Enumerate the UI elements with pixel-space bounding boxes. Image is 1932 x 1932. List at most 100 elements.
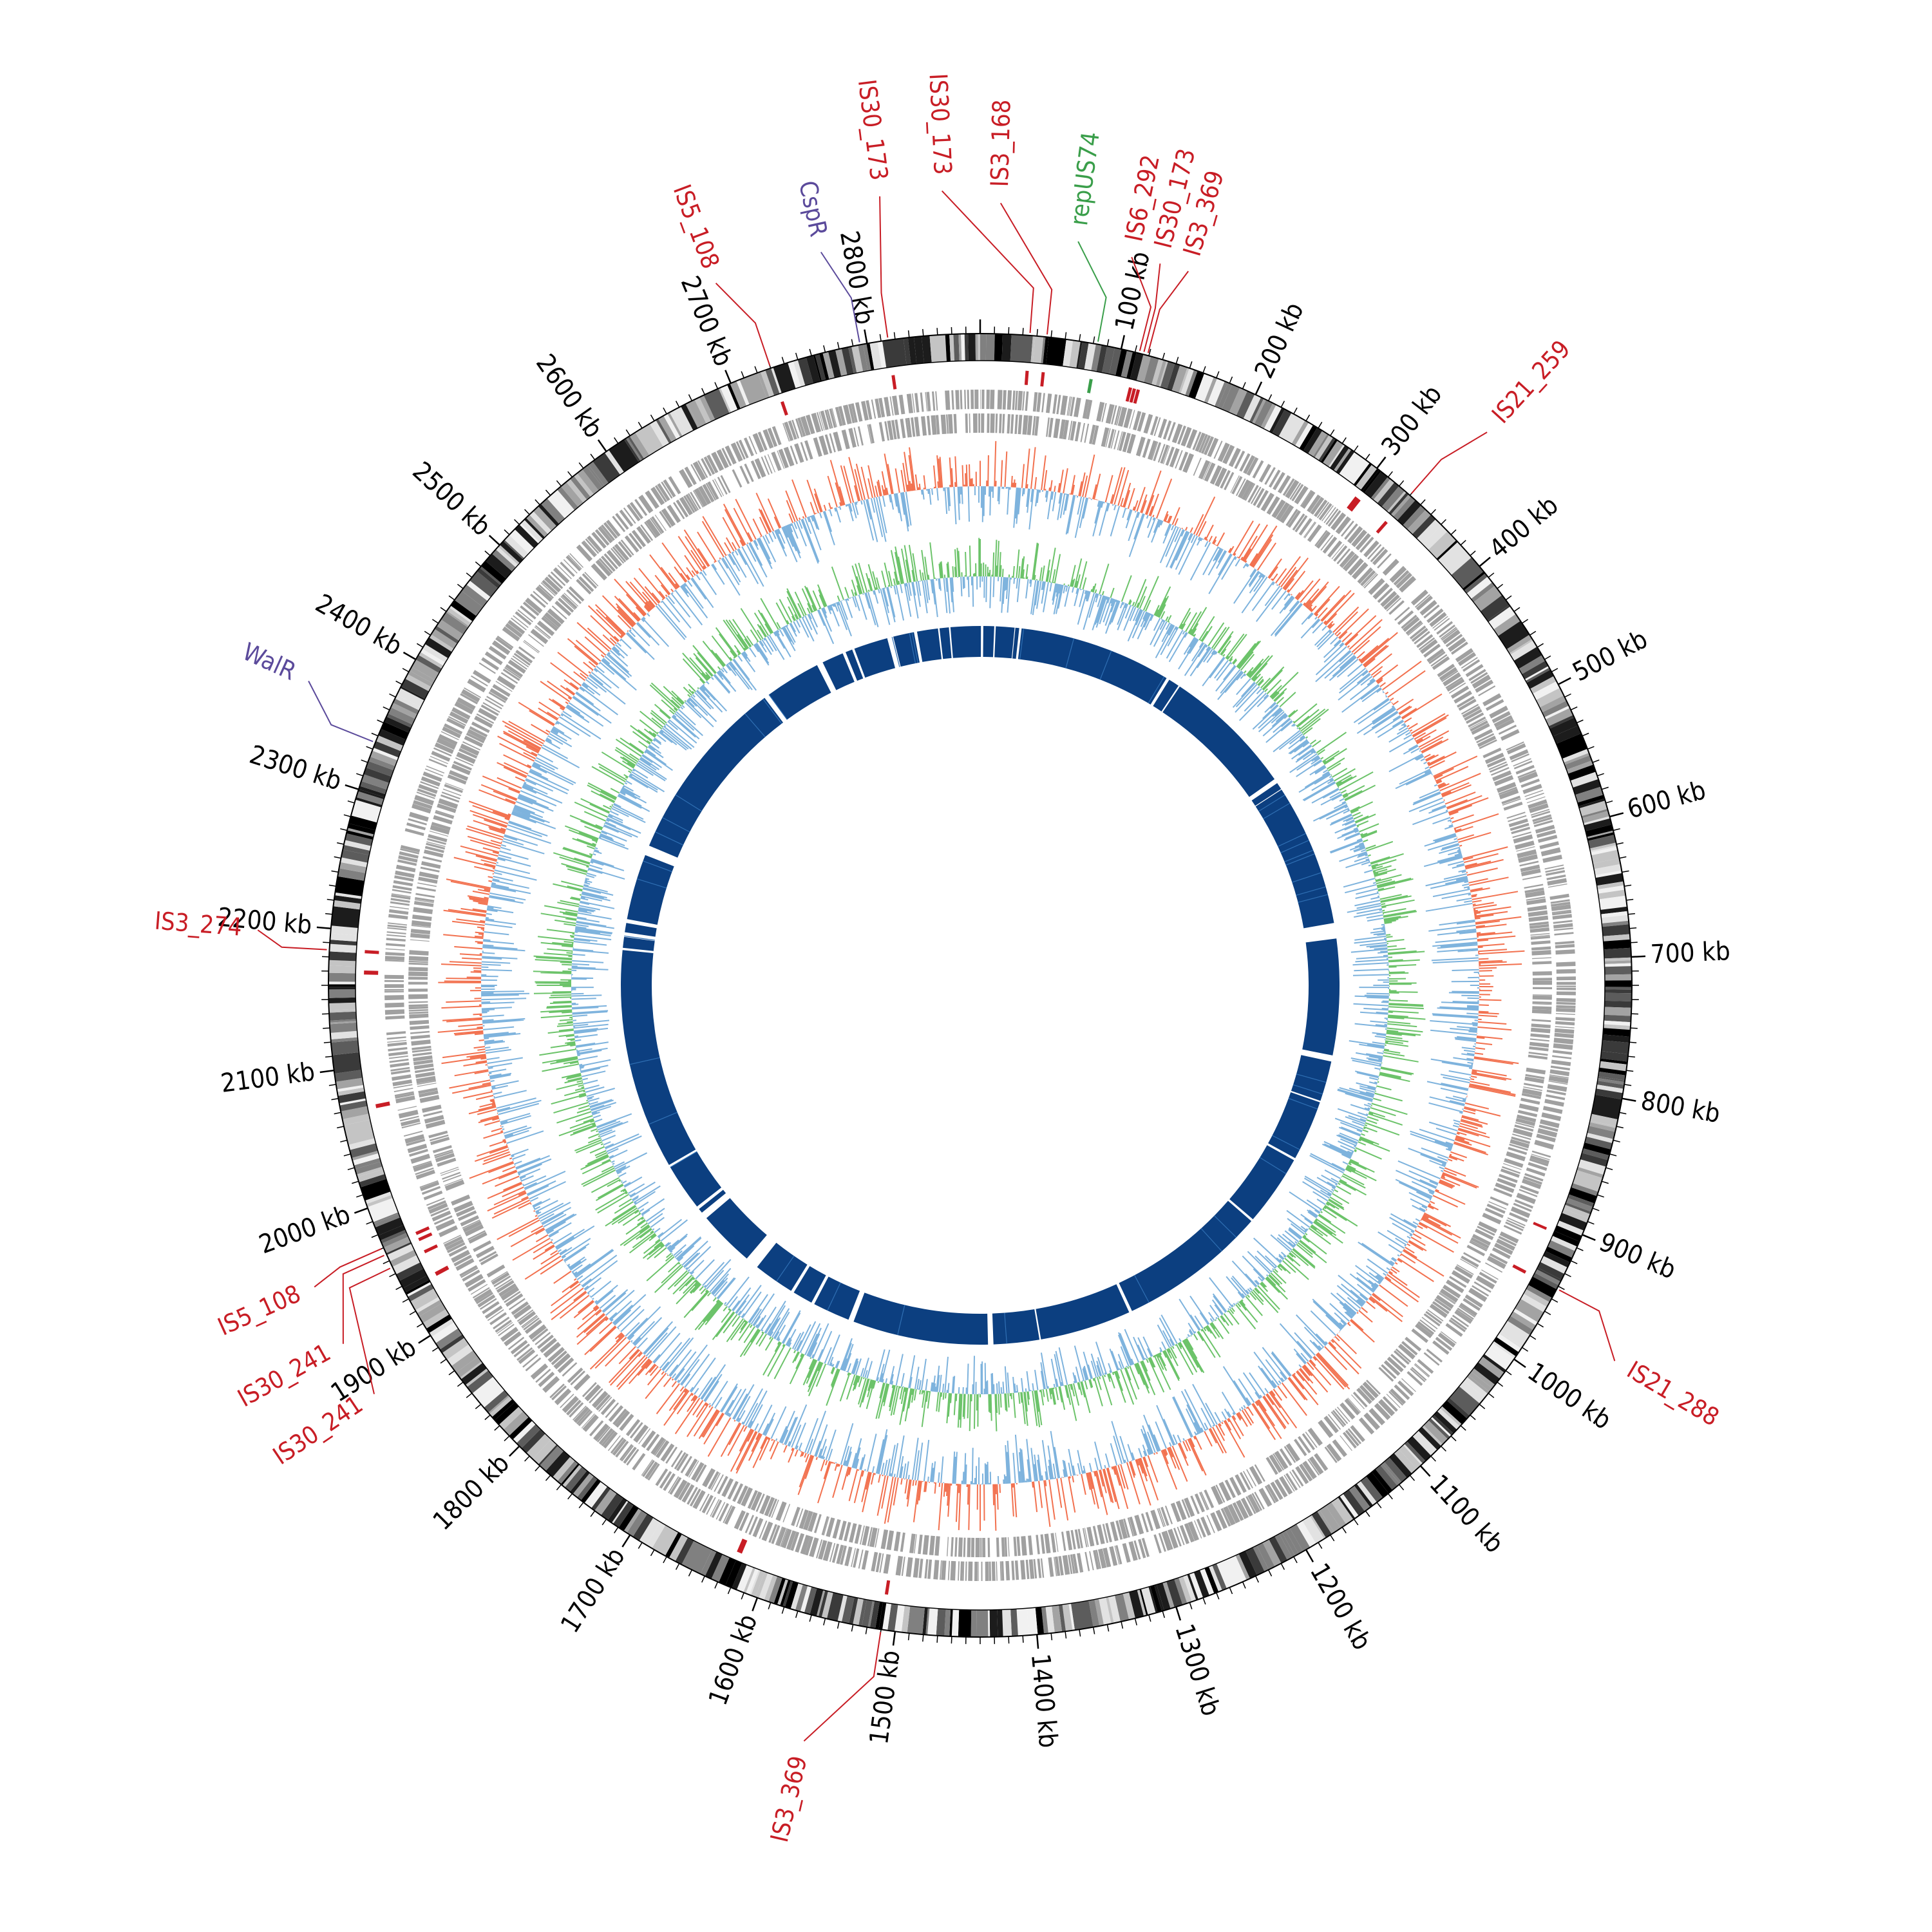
major-tick <box>752 1597 759 1612</box>
cds-gene <box>804 1536 813 1556</box>
karyotype-band <box>1397 500 1421 526</box>
cds-gene <box>421 861 441 869</box>
cds-gene <box>1432 616 1448 629</box>
cds-gene <box>1269 469 1281 488</box>
cds-gene <box>472 1287 490 1299</box>
inner-ring-segment <box>980 625 981 657</box>
karyotype-band <box>978 333 980 361</box>
cds-gene <box>824 434 833 454</box>
karyotype-band <box>1513 1308 1539 1326</box>
cds-gene <box>1488 1201 1507 1210</box>
karyotype-band <box>694 397 711 424</box>
karyotype-band <box>907 337 917 365</box>
cds-gene <box>1528 915 1549 922</box>
minor-tick <box>1106 1624 1110 1632</box>
cds-gene <box>1247 484 1259 503</box>
karyotype-band <box>1549 717 1578 737</box>
cds-gene <box>1103 1548 1112 1567</box>
cds-gene <box>1175 450 1183 469</box>
minor-tick <box>457 583 464 589</box>
cds-gene <box>1486 757 1506 768</box>
cds-gene <box>1401 614 1417 629</box>
karyotype-band <box>665 1532 682 1558</box>
cds-gene <box>701 1495 714 1513</box>
cds-gene <box>791 1506 800 1526</box>
minor-tick <box>1624 884 1632 887</box>
minor-tick <box>1398 480 1405 487</box>
cds-gene <box>475 1245 495 1258</box>
cds-gene <box>1407 623 1423 636</box>
feature-label-is30-241: IS30_241 <box>233 1338 336 1413</box>
cds-gene <box>1528 1162 1548 1171</box>
karyotype-band <box>1591 1094 1622 1120</box>
tick-label: 2500 kb <box>406 456 496 542</box>
cds-gene <box>390 898 410 903</box>
karyotype-band <box>699 395 715 422</box>
cds-gene <box>1331 544 1345 560</box>
cds-gene <box>553 567 570 583</box>
tick-label: 1600 kb <box>703 1611 763 1710</box>
cds-gene <box>1544 864 1564 870</box>
inner-ring-seam <box>1200 1228 1222 1252</box>
cds-gene <box>612 546 627 563</box>
cds-gene <box>1266 1484 1279 1502</box>
cds-gene <box>814 1514 822 1533</box>
cds-gene <box>1097 1524 1105 1544</box>
cds-gene <box>685 494 697 512</box>
cds-gene <box>720 475 731 493</box>
cds-gene <box>591 563 607 581</box>
cds-gene <box>1528 1052 1548 1056</box>
karyotype-band <box>405 1280 431 1295</box>
cds-gene <box>1511 1136 1531 1144</box>
minor-tick <box>448 1370 455 1376</box>
karyotype-band <box>381 1233 408 1248</box>
minor-tick <box>1597 1194 1604 1198</box>
karyotype-band <box>1323 440 1344 467</box>
cds-gene <box>1421 1316 1438 1330</box>
cds-gene <box>563 559 578 574</box>
cds-gene <box>1239 1472 1251 1490</box>
karyotype-band <box>1545 708 1573 726</box>
cds-gene <box>387 927 407 931</box>
cds-gene <box>523 641 539 654</box>
cds-gene <box>1503 801 1523 811</box>
minor-tick <box>851 1624 854 1632</box>
karyotype-band <box>460 1361 483 1379</box>
karyotype-band <box>841 1595 855 1624</box>
cds-gene <box>1128 1541 1138 1561</box>
karyotype-band <box>560 482 583 507</box>
minor-tick <box>337 1126 345 1129</box>
karyotype-band <box>456 1356 482 1378</box>
cds-gene <box>1552 1055 1572 1059</box>
cds-gene <box>680 1455 692 1473</box>
cds-gene <box>879 1553 884 1573</box>
minor-tick <box>389 693 396 698</box>
cds-gene <box>1531 1023 1551 1028</box>
karyotype-band <box>1389 1453 1412 1478</box>
karyotype-band <box>449 605 473 623</box>
karyotype-band <box>1403 1444 1423 1465</box>
cds-gene <box>1557 981 1577 985</box>
karyotype-band <box>997 1609 1003 1637</box>
cds-gene <box>428 1130 448 1139</box>
cds-gene <box>849 1523 857 1543</box>
karyotype-band <box>1532 681 1558 697</box>
cds-gene <box>1207 437 1219 457</box>
karyotype-band <box>392 1255 421 1274</box>
minor-tick <box>366 746 374 750</box>
minor-tick <box>1092 1627 1095 1634</box>
cds-gene <box>425 1119 446 1129</box>
cds-gene <box>388 1051 408 1057</box>
minor-tick <box>1460 1425 1466 1431</box>
cds-gene <box>1213 440 1223 459</box>
cds-gene <box>1528 1054 1548 1060</box>
minor-tick <box>1577 719 1584 724</box>
cds-gene <box>1512 1133 1531 1141</box>
cds-gene <box>468 1231 488 1244</box>
karyotype-band <box>797 357 813 386</box>
cds-gene <box>612 515 626 533</box>
cds-gene <box>857 426 864 446</box>
cds-gene <box>1322 536 1338 554</box>
karyotype-band <box>985 334 995 361</box>
cds-gene <box>804 440 813 460</box>
